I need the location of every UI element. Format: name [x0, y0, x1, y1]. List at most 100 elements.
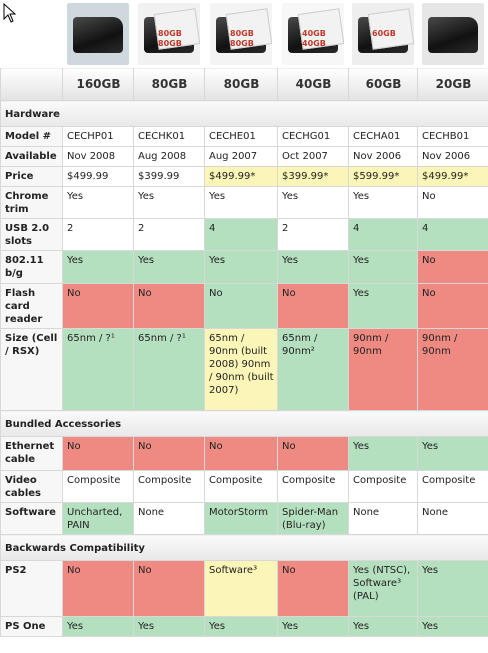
table-cell: No [133, 436, 205, 471]
image-cell [62, 0, 134, 68]
table-cell: Composite [62, 470, 134, 503]
table-cell: Yes [348, 616, 418, 637]
table-row: Ethernet cable No No No No Yes Yes [0, 436, 488, 471]
table-cell: $599.99* [348, 166, 418, 187]
row-label: Price [0, 166, 63, 187]
section-heading-bundled: Bundled Accessories [0, 410, 488, 437]
row-label: Flash card reader [0, 283, 63, 329]
table-cell: No [62, 560, 134, 617]
table-cell: Yes [204, 186, 278, 219]
section-title: Bundled Accessories [0, 410, 488, 437]
table-cell: Nov 2006 [348, 146, 418, 167]
table-cell: No [204, 436, 278, 471]
row-label: PS One [0, 616, 63, 637]
caption-row: 160GB 80GB 80GB 40GB 60GB 20GB [0, 67, 488, 101]
table-row: Software Uncharted, PAIN None MotorStorm Spi… [0, 502, 488, 535]
table-cell: 65nm / ?¹ [133, 328, 205, 411]
table-cell: None [133, 502, 205, 535]
table-cell: Nov 2008 [62, 146, 134, 167]
table-cell: Uncharted, PAIN [62, 502, 134, 535]
table-cell: Yes [62, 186, 134, 219]
ps3-80gb-box-photo: 80GB 80GB [210, 3, 272, 65]
table-cell: Yes [417, 436, 488, 471]
row-label: Size (Cell / RSX) [0, 328, 63, 411]
table-cell: CECHG01 [277, 126, 349, 147]
table-cell: No [62, 436, 134, 471]
table-cell: Yes [417, 560, 488, 617]
table-cell: Composite [348, 470, 418, 503]
table-cell: Yes [417, 616, 488, 637]
table-cell: Composite [133, 470, 205, 503]
row-label: USB 2.0 slots [0, 218, 63, 251]
image-cell: 80GB 80GB [204, 0, 278, 68]
table-cell: Yes [133, 616, 205, 637]
ps3-20gb-photo [422, 3, 484, 65]
column-heading: 160GB [62, 67, 134, 101]
table-cell: 65nm / ?¹ [62, 328, 134, 411]
table-cell: Yes [277, 186, 349, 219]
table-row: Flash card reader No No No No Yes No [0, 283, 488, 329]
ps3-160gb-bundle-photo [67, 3, 129, 65]
column-heading: 80GB [204, 67, 278, 101]
image-cell: 60GB [348, 0, 418, 68]
table-cell: Nov 2006 [417, 146, 488, 167]
table-cell: 65nm / 90nm² [277, 328, 349, 411]
table-row: PS2 No No Software³ No Yes (NTSC), Software³ … [0, 560, 488, 617]
section-title: Hardware [0, 100, 488, 127]
table-cell: Aug 2007 [204, 146, 278, 167]
table-row: USB 2.0 slots 2 2 4 2 4 4 [0, 218, 488, 251]
mouse-cursor-icon [3, 3, 17, 23]
table-cell: 2 [62, 218, 134, 251]
image-cell: 40GB 40GB [277, 0, 349, 68]
table-cell: Yes (NTSC), Software³ (PAL) [348, 560, 418, 617]
image-cell: 80GB 80GB [133, 0, 205, 68]
table-cell: No [133, 560, 205, 617]
table-cell: CECHP01 [62, 126, 134, 147]
table-cell: $499.99 [62, 166, 134, 187]
capacity-badge: 80GB 80GB [158, 29, 182, 49]
table-cell: $399.99 [133, 166, 205, 187]
console-shape [73, 17, 123, 53]
table-row: PS One Yes Yes Yes Yes Yes Yes [0, 616, 488, 637]
table-cell: 90nm / 90nm [417, 328, 488, 411]
table-cell: 90nm / 90nm [348, 328, 418, 411]
ps3-60gb-photo: 60GB [352, 3, 414, 65]
table-cell: Yes [277, 250, 349, 284]
table-cell: No [417, 186, 488, 219]
row-label: 802.11 b/g [0, 250, 63, 284]
table-cell: No [204, 283, 278, 329]
table-cell: Composite [417, 470, 488, 503]
table-cell: Yes [348, 250, 418, 284]
column-heading: 40GB [277, 67, 349, 101]
table-cell: Yes [204, 616, 278, 637]
table-cell: Yes [133, 186, 205, 219]
table-cell: CECHK01 [133, 126, 205, 147]
row-label: Available [0, 146, 63, 167]
image-row: 80GB 80GB 80GB 80GB 40GB 40GB 60GB [0, 0, 488, 68]
row-label: Software [0, 502, 63, 535]
image-cell [417, 0, 488, 68]
table-cell: MotorStorm [204, 502, 278, 535]
column-heading: 80GB [133, 67, 205, 101]
table-cell: Yes [204, 250, 278, 284]
table-cell: Yes [133, 250, 205, 284]
table-cell: No [62, 283, 134, 329]
console-shape [428, 17, 478, 53]
table-cell: CECHB01 [417, 126, 488, 147]
table-cell: Spider-Man (Blu-ray) [277, 502, 349, 535]
table-cell: $399.99* [277, 166, 349, 187]
table-row: Model # CECHP01 CECHK01 CECHE01 CECHG01 CECHA… [0, 126, 488, 147]
table-row: Available Nov 2008 Aug 2008 Aug 2007 Oct 200… [0, 146, 488, 167]
table-row: Chrome trim Yes Yes Yes Yes Yes No [0, 186, 488, 219]
table-cell: CECHA01 [348, 126, 418, 147]
section-title: Backwards Compatibility [0, 534, 488, 561]
table-cell: No [277, 436, 349, 471]
row-label: Ethernet cable [0, 436, 63, 471]
section-heading-hardware: Hardware [0, 100, 488, 127]
section-heading-backwards: Backwards Compatibility [0, 534, 488, 561]
table-cell: 2 [277, 218, 349, 251]
table-cell: 2 [133, 218, 205, 251]
table-cell: None [348, 502, 418, 535]
table-cell: No [133, 283, 205, 329]
row-label: Video cables [0, 470, 63, 503]
